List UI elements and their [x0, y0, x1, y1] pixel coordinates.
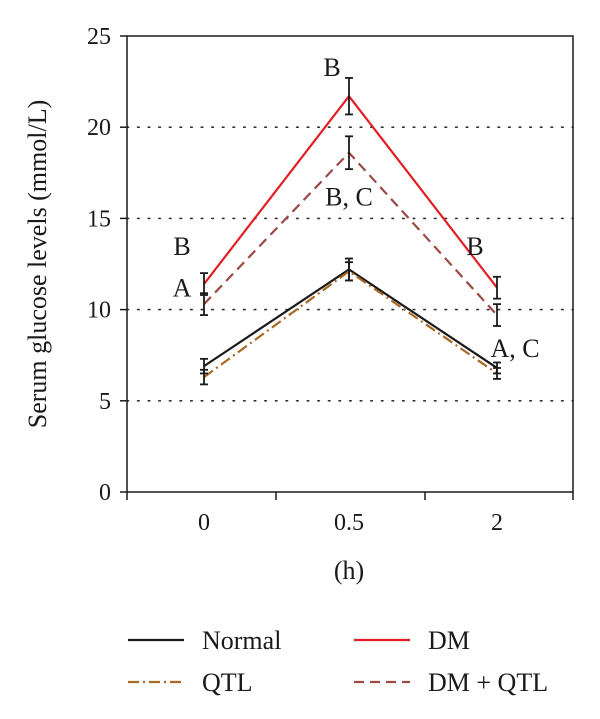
- series-lines: [203, 94, 498, 378]
- significance-label: B: [466, 232, 483, 261]
- y-tick-label: 20: [87, 115, 111, 141]
- error-bars: [200, 77, 501, 386]
- x-tick-label: 0.5: [334, 510, 364, 536]
- legend: Normal DM QTL DM + QTL: [128, 626, 548, 697]
- gridlines: [126, 126, 574, 402]
- plot-frame: [126, 35, 574, 493]
- significance-label: A, C: [490, 334, 539, 363]
- y-tick-label: 5: [99, 389, 111, 415]
- legend-label: Normal: [202, 626, 281, 655]
- series-line: [203, 151, 498, 316]
- x-tick-label: 0: [198, 510, 210, 536]
- series-line: [203, 268, 498, 369]
- significance-label: B, C: [325, 183, 373, 212]
- significance-label: A: [173, 274, 192, 303]
- y-tick-label: 10: [87, 298, 111, 324]
- y-tick-label: 15: [87, 206, 111, 232]
- x-axis-title: (h): [334, 556, 364, 585]
- x-tick-label: 2: [491, 510, 503, 536]
- axes: 0 5 10 15 20 25 0 0.5 2: [87, 24, 574, 536]
- y-tick-label: 25: [87, 24, 111, 50]
- y-tick-label: 0: [99, 480, 111, 506]
- legend-label: DM: [428, 626, 470, 655]
- legend-label: QTL: [202, 668, 253, 697]
- legend-label: DM + QTL: [428, 668, 548, 697]
- significance-label: B: [323, 53, 340, 82]
- significance-label: B: [173, 232, 190, 261]
- series-line: [203, 269, 498, 378]
- y-axis-title: Serum glucose levels (mmol/L): [23, 100, 52, 429]
